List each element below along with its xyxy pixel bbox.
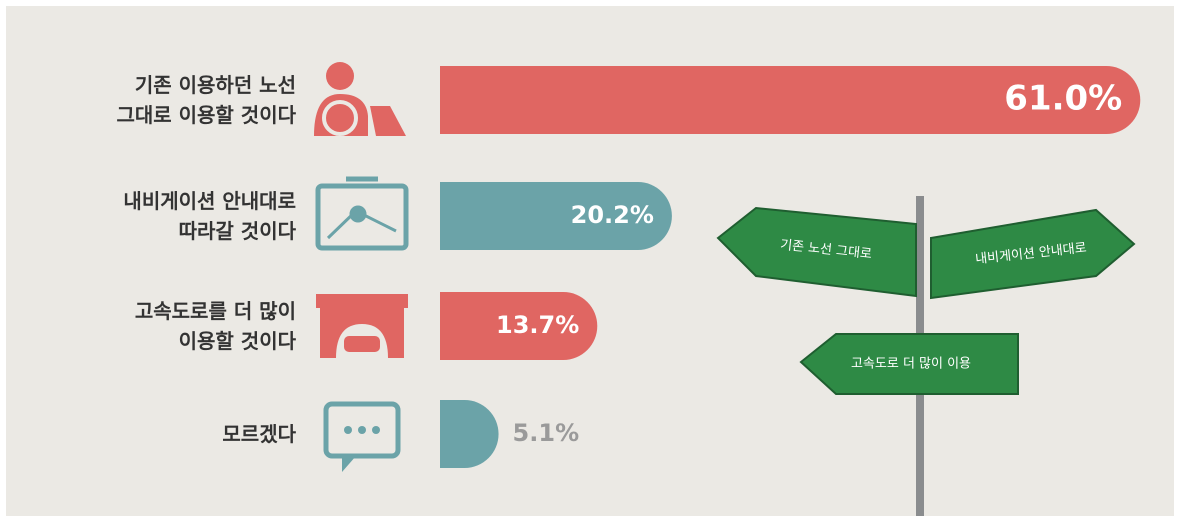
value-label: 61.0% bbox=[1004, 79, 1122, 119]
sign-board bbox=[799, 333, 1019, 395]
sign-text: 고속도로 더 많이 이용 bbox=[851, 357, 971, 372]
category-label: 모르겠다 bbox=[222, 422, 296, 446]
sign-board bbox=[716, 206, 917, 298]
sign-board bbox=[930, 208, 1136, 300]
value-label: 5.1% bbox=[513, 419, 580, 447]
category-label: 고속도로를 더 많이 이용할 것이다 bbox=[134, 299, 296, 353]
driver-icon bbox=[314, 62, 406, 136]
bar bbox=[440, 66, 1141, 134]
value-label: 20.2% bbox=[571, 201, 654, 229]
chart: 기존 노선 그대로 내비게이션 안내대로 고속도로 더 많이 이용 61.0%2… bbox=[314, 62, 1141, 516]
tunnel-icon bbox=[316, 294, 408, 358]
navigation-icon bbox=[315, 176, 409, 251]
infographic: 기존 노선 그대로 내비게이션 안내대로 고속도로 더 많이 이용 61.0% 2… bbox=[6, 6, 1174, 516]
category-label: 내비게이션 안내대로 따라갈 것이다 bbox=[123, 189, 296, 243]
bar bbox=[440, 400, 499, 468]
bar bbox=[440, 292, 598, 360]
bar bbox=[440, 182, 672, 250]
category-label: 기존 이용하던 노선 그대로 이용할 것이다 bbox=[116, 73, 296, 127]
chat-icon bbox=[323, 401, 401, 472]
value-label: 13.7% bbox=[496, 311, 579, 339]
